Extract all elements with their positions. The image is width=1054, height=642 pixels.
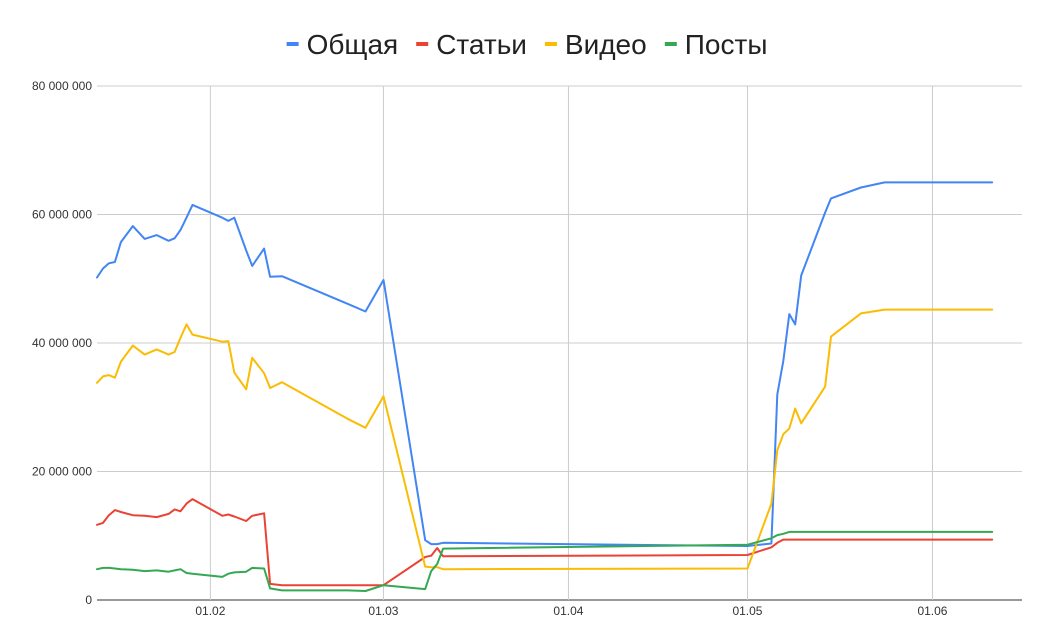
y-tick-label: 0 bbox=[85, 593, 92, 607]
y-axis: 0 20 000 000 40 000 000 60 000 000 80 000 00… bbox=[32, 79, 92, 607]
series-line bbox=[96, 530, 994, 592]
series-line bbox=[96, 181, 994, 547]
x-axis: 01.02 01.03 01.04 01.05 01.06 bbox=[195, 604, 947, 618]
legend-label: Общая bbox=[307, 29, 399, 60]
y-tick-label: 40 000 000 bbox=[32, 336, 92, 350]
x-tick-label: 01.05 bbox=[732, 604, 762, 618]
legend-label: Статьи bbox=[436, 29, 527, 60]
y-tick-label: 60 000 000 bbox=[32, 208, 92, 222]
chart-gridlines bbox=[97, 85, 1022, 601]
x-tick-label: 01.02 bbox=[195, 604, 225, 618]
y-tick-label: 20 000 000 bbox=[32, 465, 92, 479]
series-line bbox=[96, 498, 994, 587]
legend-marker bbox=[416, 42, 429, 46]
y-tick-label: 80 000 000 bbox=[32, 79, 92, 93]
legend-marker bbox=[664, 42, 677, 46]
legend-item: Общая bbox=[286, 29, 399, 60]
legend-item: Видео bbox=[544, 29, 647, 60]
chart-series bbox=[96, 181, 994, 592]
legend-label: Посты bbox=[685, 29, 768, 60]
legend-marker bbox=[286, 42, 299, 46]
chart-legend: Общая Статьи Видео Посты bbox=[286, 29, 768, 60]
legend-item: Посты bbox=[664, 29, 768, 60]
x-tick-label: 01.04 bbox=[553, 604, 583, 618]
legend-item: Статьи bbox=[416, 29, 527, 60]
x-tick-label: 01.06 bbox=[917, 604, 947, 618]
legend-marker bbox=[544, 42, 557, 46]
x-tick-label: 01.03 bbox=[368, 604, 398, 618]
series-line bbox=[96, 308, 994, 571]
legend-label: Видео bbox=[565, 29, 647, 60]
